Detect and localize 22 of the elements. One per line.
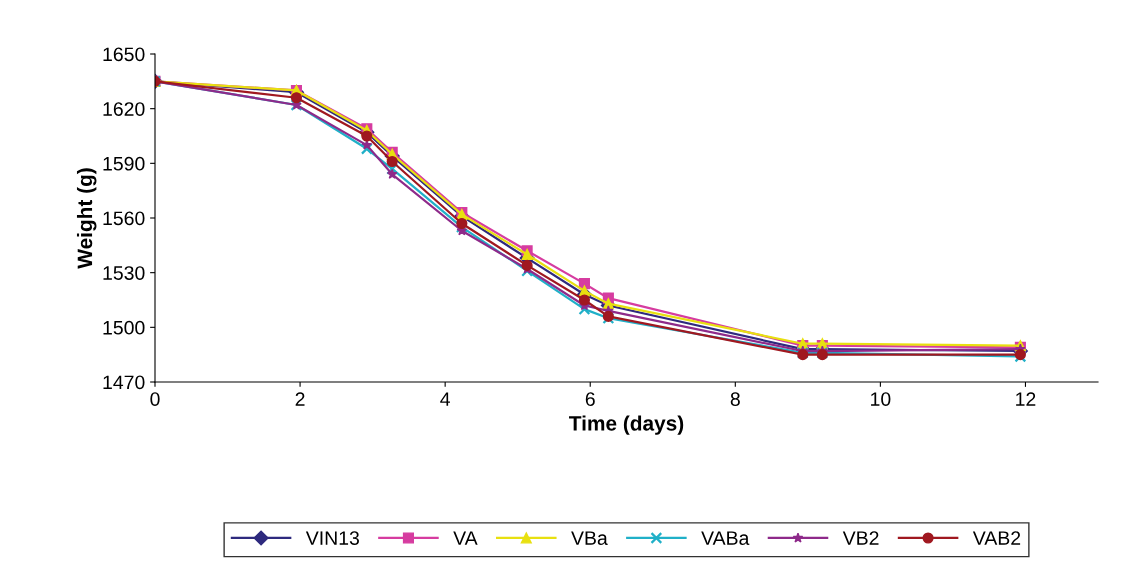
y-tick-label: 1560 <box>103 211 145 226</box>
legend-label: VB2 <box>842 531 879 545</box>
y-tick-label: 1620 <box>103 102 145 116</box>
legend-label: VAB2 <box>972 531 1021 545</box>
x-tick-label: 10 <box>871 392 891 406</box>
x-tick-label: 0 <box>150 392 160 406</box>
y-tick-label: 1500 <box>103 320 145 335</box>
y-tick-label: 1470 <box>103 375 145 390</box>
x-axis-title: Time (days) <box>569 415 684 435</box>
x-tick-label: 6 <box>585 392 595 406</box>
legend-label: VBa <box>571 531 608 545</box>
legend-label: VIN13 <box>305 531 359 545</box>
legend-label: VA <box>453 531 478 545</box>
x-tick-label: 12 <box>1016 392 1036 406</box>
x-tick-label: 4 <box>440 392 450 406</box>
y-tick-label: 1650 <box>103 47 145 62</box>
legend-label: VABa <box>701 531 750 545</box>
y-axis-title: Weight (g) <box>76 168 97 269</box>
x-tick-label: 8 <box>730 392 740 406</box>
y-tick-label: 1590 <box>103 156 145 171</box>
y-tick-label: 1530 <box>103 266 145 280</box>
x-tick-label: 2 <box>295 392 305 406</box>
